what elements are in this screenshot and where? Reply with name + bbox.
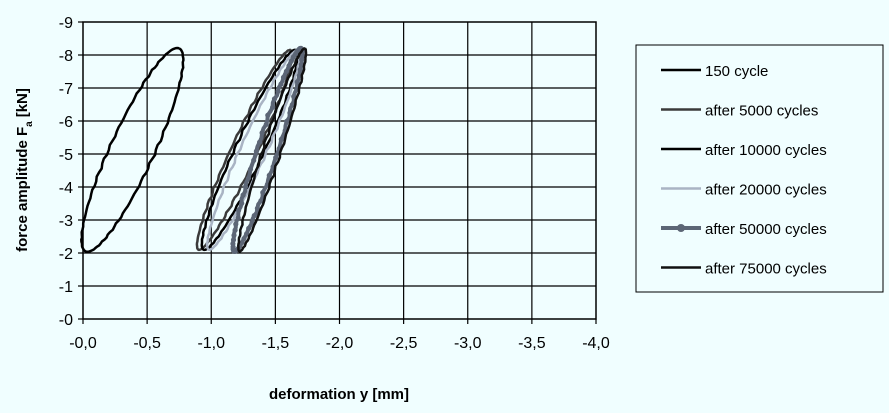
x-axis-title: deformation y [mm] [269,386,409,403]
series-marker-5 [249,219,255,225]
series-marker-5 [235,215,241,221]
series-layer [80,45,308,254]
series-marker-5 [273,155,279,161]
series-marker-5 [260,189,266,196]
x-tick-labels: -0,0 -0,5 -1,0 -1,5 -2,0 -2,5 -3,0 -3,5 -4,0 [69,319,610,352]
series-marker-5 [298,61,304,67]
series-marker-5 [233,221,239,227]
series-marker-5 [278,136,284,142]
x-tick-label: -2,0 [326,335,354,352]
series-marker-5 [297,67,303,73]
series-marker-5 [241,236,247,242]
legend-marker-5 [677,224,685,232]
series-marker-5 [232,227,238,233]
x-tick-label: -0,5 [133,335,161,352]
x-tick-label: -1,5 [262,335,290,352]
series-marker-5 [239,200,245,206]
series-marker-5 [271,96,278,102]
series-marker-5 [280,74,287,80]
legend-label-3: after 10000 cycles [705,142,827,159]
series-line-3 [200,48,299,252]
y-axis-title: force amplitude Fa [kN] [14,88,35,252]
series-marker-5 [284,118,290,124]
y-tick-label: -3 [59,213,73,230]
legend: 150 cycle after 5000 cycles after 10000 cy… [635,44,884,293]
x-tick-label: -2,5 [390,335,418,352]
y-tick-label: -9 [59,15,73,32]
series-marker-5 [289,102,295,108]
y-tick-label: -8 [59,48,73,65]
series-marker-5 [294,79,300,85]
y-tick-labels: -0 -1 -2 -3 -4 -5 -6 -7 -8 -9 [59,15,83,329]
y-tick-label: -7 [59,81,73,98]
series-marker-5 [265,112,271,118]
legend-label-5: after 50000 cycles [705,221,827,238]
series-line-6 [237,47,308,253]
legend-label-2: after 5000 cycles [705,103,818,120]
x-tick-label: -1,0 [197,335,225,352]
series-marker-5 [288,58,294,64]
x-tick-label: -0,0 [69,335,97,352]
series-marker-5 [286,63,292,69]
series-marker-5 [278,81,284,87]
legend-label-4: after 20000 cycles [705,182,827,199]
series-marker-5 [230,237,237,243]
series-marker-5 [236,207,242,213]
series-marker-5 [244,231,250,237]
series-marker-5 [251,157,257,163]
series-marker-5 [266,172,272,178]
legend-box [635,44,884,293]
series-line-4 [205,48,302,252]
y-tick-label: -6 [59,114,73,131]
series-marker-5 [270,104,276,110]
y-axis-title-main: force amplitude F [14,127,31,252]
series-marker-5 [240,192,246,198]
y-axis-title-unit: [kN] [14,88,31,117]
series-marker-5 [247,166,254,172]
series-marker-5 [263,121,269,127]
svg-text:force amplitude Fa[kN]: force amplitude Fa [kN] [14,88,35,252]
y-tick-label: -5 [59,147,73,164]
series-marker-5 [275,88,281,94]
series-marker-5 [246,225,252,231]
series-marker-5 [283,68,289,74]
series-marker-5 [253,148,259,154]
y-tick-label: -4 [59,180,73,197]
legend-label-1: 150 cycle [705,63,768,80]
x-tick-label: -4,0 [582,335,610,352]
series-marker-5 [242,184,249,190]
series-marker-5 [291,93,297,100]
series-marker-5 [259,130,265,136]
series-marker-5 [258,198,264,204]
y-axis-title-subscript: a [24,121,35,127]
series-marker-5 [299,57,305,63]
y-tick-label: -1 [59,279,73,296]
series-marker-5 [245,175,251,181]
series-marker-5 [257,139,263,145]
series-line-1 [80,46,185,254]
x-tick-label: -3,0 [454,335,482,352]
legend-label-6: after 75000 cycles [705,261,827,278]
series-marker-5 [254,205,260,211]
series-marker-5 [231,232,237,238]
x-tick-label: -3,5 [518,335,546,352]
y-tick-label: -2 [59,246,73,263]
y-tick-label: -0 [59,312,73,329]
series-marker-5 [251,213,257,219]
